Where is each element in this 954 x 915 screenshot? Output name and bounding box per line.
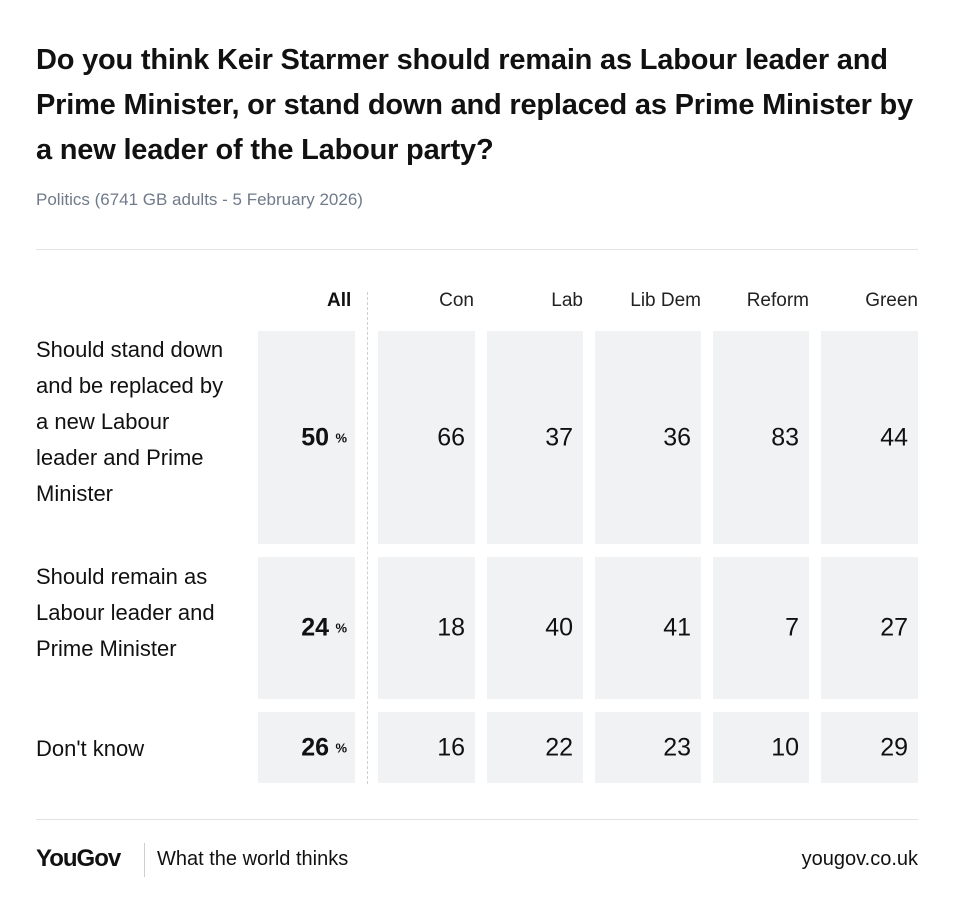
cell-stand-down-lab: 37 xyxy=(487,331,583,544)
cell-dont-know-reform: 10 xyxy=(713,712,809,783)
cell-value: 44 xyxy=(880,423,908,451)
column-header-con: Con xyxy=(439,290,474,311)
cell-value: 16 xyxy=(437,733,465,761)
column-header-green: Green xyxy=(865,290,918,311)
footer-tagline: What the world thinks xyxy=(157,848,349,870)
footer-url[interactable]: yougov.co.uk xyxy=(801,848,918,870)
bottom-divider xyxy=(36,819,918,820)
cell-value: 23 xyxy=(663,733,691,761)
cell-value: 7 xyxy=(785,613,799,642)
cell-dont-know-green: 29 xyxy=(821,712,918,783)
cell-value: 22 xyxy=(545,733,573,761)
column-header-all: All xyxy=(327,290,352,311)
cell-value: 29 xyxy=(880,733,908,761)
column-header-lab: Lab xyxy=(551,290,583,311)
cell-stand-down-lib-dem: 36 xyxy=(595,331,701,544)
cell-remain-green: 27 xyxy=(821,557,918,699)
top-divider xyxy=(36,249,918,250)
cell-remain-lab: 40 xyxy=(487,557,583,699)
yougov-logo: YouGov xyxy=(36,845,121,872)
percent-sign: % xyxy=(335,430,347,445)
cell-value: 18 xyxy=(437,613,465,642)
cell-dont-know-all: 26 % xyxy=(258,712,355,783)
cell-value: 27 xyxy=(880,613,908,642)
cell-remain-lib-dem: 41 xyxy=(595,557,701,699)
cell-stand-down-green: 44 xyxy=(821,331,918,544)
row-label-stand-down: Should stand down and be replaced by a n… xyxy=(36,337,224,506)
cell-remain-reform: 7 xyxy=(713,557,809,699)
row-label-remain: Should remain as Labour leader and Prime… xyxy=(36,564,215,661)
cell-dont-know-lab: 22 xyxy=(487,712,583,783)
column-header-lib-dem: Lib Dem xyxy=(630,290,701,311)
cell-value: 36 xyxy=(663,423,691,451)
cell-value: 83 xyxy=(771,423,799,451)
cell-value: 24 xyxy=(301,613,329,642)
cell-value: 26 xyxy=(301,733,329,761)
chart-title: Do you think Keir Starmer should remain … xyxy=(36,44,913,166)
cell-remain-con: 18 xyxy=(378,557,475,699)
cell-value: 50 xyxy=(301,423,329,451)
cell-stand-down-con: 66 xyxy=(378,331,475,544)
cell-dont-know-con: 16 xyxy=(378,712,475,783)
cell-value: 40 xyxy=(545,613,573,642)
chart-subtitle: Politics (6741 GB adults - 5 February 20… xyxy=(36,190,363,209)
cell-value: 66 xyxy=(437,423,465,451)
percent-sign: % xyxy=(335,620,347,636)
cell-remain-all: 24 % xyxy=(258,557,355,699)
cell-value: 10 xyxy=(771,733,799,761)
cell-stand-down-reform: 83 xyxy=(713,331,809,544)
percent-sign: % xyxy=(335,740,347,755)
cell-stand-down-all: 50 % xyxy=(258,331,355,544)
row-label-dont-know: Don't know xyxy=(36,736,145,761)
column-separator xyxy=(367,292,368,784)
column-header-reform: Reform xyxy=(746,290,809,311)
cell-value: 41 xyxy=(663,613,691,642)
cell-dont-know-lib-dem: 23 xyxy=(595,712,701,783)
logo-divider xyxy=(144,843,145,877)
cell-value: 37 xyxy=(545,423,573,451)
